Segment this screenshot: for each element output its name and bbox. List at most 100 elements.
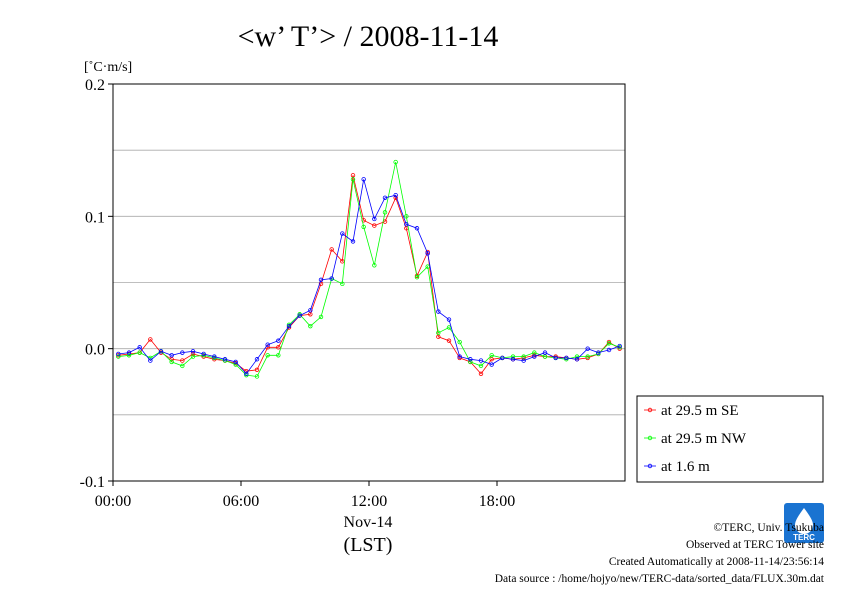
data-point bbox=[393, 192, 398, 198]
x-tick-label: 12:00 bbox=[351, 493, 387, 510]
data-point bbox=[137, 350, 142, 355]
terc-logo: TERC bbox=[784, 503, 824, 543]
data-point bbox=[254, 374, 260, 379]
data-point bbox=[180, 363, 185, 369]
data-point bbox=[532, 353, 537, 358]
data-point bbox=[532, 354, 537, 359]
y-tick-label: 0.1 bbox=[85, 209, 105, 226]
data-point bbox=[169, 359, 174, 365]
data-point bbox=[510, 354, 516, 359]
grid-lines bbox=[113, 149, 625, 416]
data-point bbox=[361, 177, 366, 182]
legend-label: at 29.5 m SE bbox=[661, 403, 739, 419]
series-group bbox=[116, 173, 622, 377]
y-axis-unit: [˚C·m/s] bbox=[84, 60, 132, 75]
y-tick-label: 0.2 bbox=[85, 77, 105, 94]
data-point bbox=[180, 358, 185, 363]
y-tick-label: -0.1 bbox=[80, 474, 105, 491]
data-point bbox=[585, 355, 590, 361]
footer-created: Created Automatically at 2008-11-14/23:5… bbox=[608, 556, 824, 568]
data-point bbox=[329, 276, 334, 281]
data-point bbox=[137, 345, 142, 350]
data-point bbox=[596, 350, 601, 355]
data-point bbox=[425, 251, 430, 256]
data-point bbox=[446, 338, 452, 343]
data-point bbox=[148, 337, 153, 342]
data-point bbox=[521, 358, 526, 363]
legend-label: at 1.6 m bbox=[661, 459, 710, 475]
data-point bbox=[436, 330, 441, 335]
logo-text: TERC bbox=[793, 533, 815, 542]
data-point bbox=[233, 362, 238, 367]
data-point bbox=[212, 357, 217, 362]
data-point bbox=[446, 317, 452, 322]
data-point bbox=[361, 224, 366, 230]
series-line bbox=[118, 162, 620, 377]
data-point bbox=[468, 357, 473, 362]
data-point bbox=[553, 355, 558, 361]
data-point bbox=[126, 353, 132, 358]
data-point bbox=[372, 263, 377, 268]
data-point bbox=[276, 345, 281, 350]
footer-copyright: ©TERC, Univ. Tsukuba bbox=[713, 522, 824, 534]
data-point bbox=[574, 357, 580, 362]
series-layer bbox=[116, 159, 622, 379]
data-point bbox=[212, 354, 217, 359]
data-point bbox=[222, 357, 228, 362]
data-point bbox=[126, 350, 132, 355]
data-point bbox=[169, 353, 174, 358]
data-point bbox=[350, 239, 356, 244]
data-point bbox=[521, 355, 526, 361]
data-point bbox=[201, 353, 206, 358]
data-point bbox=[350, 177, 356, 182]
data-point bbox=[329, 247, 334, 252]
data-point bbox=[265, 353, 270, 358]
data-point bbox=[254, 357, 260, 362]
x-tick-label: 00:00 bbox=[95, 493, 131, 510]
data-point bbox=[425, 264, 430, 269]
x-tick-label: 18:00 bbox=[479, 493, 515, 510]
series-group bbox=[116, 177, 622, 377]
data-point bbox=[404, 222, 409, 227]
y-tick-label: 0.0 bbox=[85, 342, 105, 359]
data-point bbox=[414, 226, 420, 231]
data-point bbox=[606, 341, 612, 346]
data-point bbox=[308, 308, 313, 313]
data-point bbox=[297, 313, 302, 318]
data-point bbox=[212, 355, 217, 361]
data-point bbox=[617, 345, 622, 350]
footer-source: Data source : /home/hojyo/new/TERC-data/… bbox=[494, 573, 824, 585]
data-point bbox=[414, 275, 420, 280]
data-point bbox=[372, 216, 377, 222]
y-axis: 0.2 0.1 0.0 -0.1 bbox=[80, 77, 113, 491]
data-point bbox=[286, 323, 292, 329]
legend-marker bbox=[647, 407, 653, 413]
series-line bbox=[118, 175, 620, 375]
data-point bbox=[393, 159, 398, 165]
data-point bbox=[201, 354, 206, 359]
series-line bbox=[118, 179, 620, 375]
data-point bbox=[542, 350, 548, 355]
legend: at 29.5 m SE at 29.5 m NW at 1.6 m bbox=[636, 395, 824, 483]
data-point bbox=[510, 357, 516, 362]
x-tick-label: 06:00 bbox=[223, 493, 259, 510]
legend-box bbox=[636, 395, 824, 483]
data-point bbox=[446, 325, 452, 330]
data-point bbox=[606, 347, 612, 353]
data-point bbox=[574, 354, 580, 359]
data-point bbox=[457, 354, 462, 359]
x-axis-date: Nov-14 bbox=[344, 514, 393, 531]
data-point bbox=[404, 214, 409, 219]
data-point bbox=[318, 277, 324, 283]
data-point bbox=[478, 371, 484, 377]
data-point bbox=[116, 353, 121, 358]
chart-title: <w’ T’> / 2008-11-14 bbox=[238, 20, 499, 53]
data-point bbox=[457, 339, 462, 345]
data-point bbox=[340, 231, 345, 236]
data-point bbox=[265, 342, 270, 347]
data-point bbox=[148, 358, 153, 363]
data-point bbox=[382, 195, 388, 201]
data-point bbox=[340, 259, 345, 264]
data-point bbox=[116, 351, 121, 357]
data-point bbox=[158, 349, 164, 354]
